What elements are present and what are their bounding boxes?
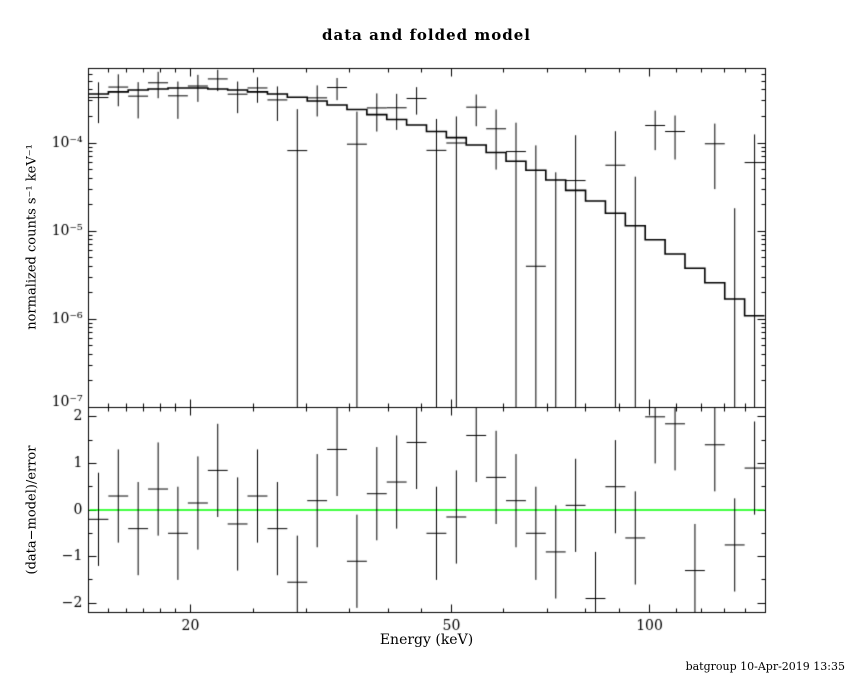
x-axis-label: Energy (keV) (379, 632, 474, 648)
plot-title: data and folded model (322, 26, 531, 44)
footer-timestamp: batgroup 10-Apr-2019 13:35 (685, 660, 845, 673)
y-axis-label-spectrum: normalized counts s⁻¹ keV⁻¹ (24, 144, 40, 330)
y-axis-label-residuals: (data−model)/error (24, 445, 40, 575)
